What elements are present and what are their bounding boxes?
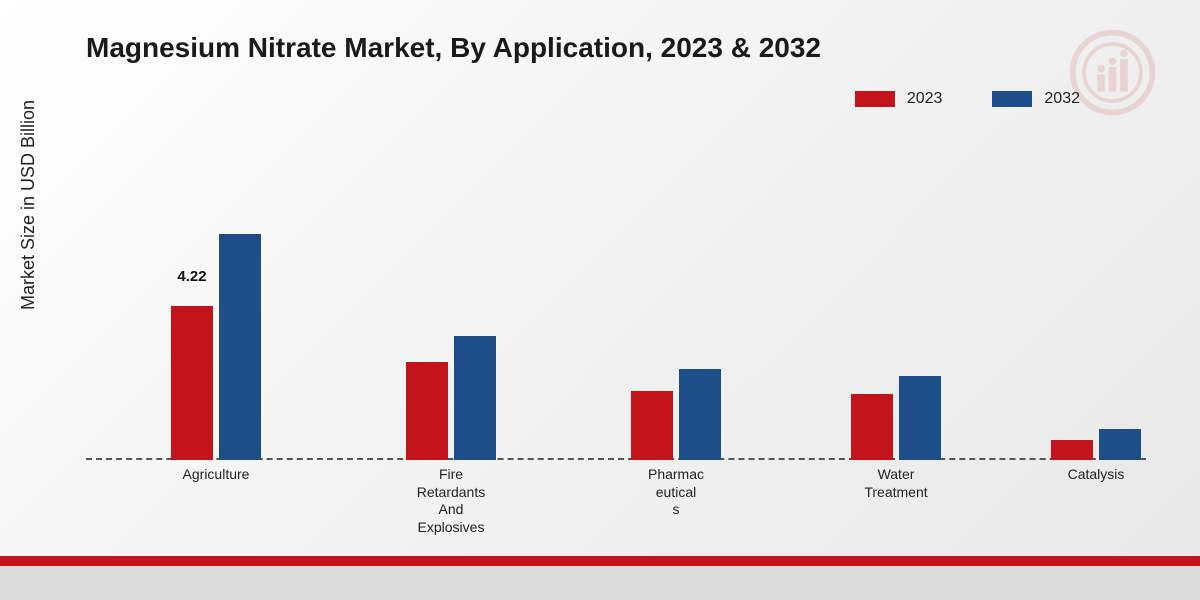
x-tick-label: Catalysis	[1036, 466, 1156, 484]
bar-2023	[406, 362, 448, 460]
bar-group	[1051, 429, 1141, 460]
legend-item-2032: 2032	[992, 90, 1080, 108]
x-axis-labels: Agriculture FireRetardantsAndExplosives Ph…	[86, 466, 1146, 536]
chart-title: Magnesium Nitrate Market, By Application…	[86, 32, 821, 64]
legend-swatch-2023	[855, 91, 895, 107]
bar-2032	[899, 376, 941, 460]
bar-2032	[679, 369, 721, 460]
legend-swatch-2032	[992, 91, 1032, 107]
bar-2032	[1099, 429, 1141, 460]
bar-group	[851, 376, 941, 460]
footer-bar	[0, 566, 1200, 600]
bar-2023	[631, 391, 673, 460]
y-axis-label: Market Size in USD Billion	[18, 100, 39, 310]
bar-value-label: 4.22	[177, 268, 206, 285]
bar-2032	[219, 234, 261, 460]
legend: 2023 2032	[855, 90, 1080, 108]
plot-area: 4.22	[86, 150, 1146, 460]
bar-2023	[851, 394, 893, 460]
legend-label-2032: 2032	[1044, 90, 1080, 108]
bar-2023	[171, 306, 213, 460]
legend-label-2023: 2023	[907, 90, 943, 108]
bar-group	[406, 336, 496, 460]
x-tick-label: WaterTreatment	[836, 466, 956, 501]
bar-group	[631, 369, 721, 460]
watermark-logo	[1065, 25, 1160, 125]
x-tick-label: Agriculture	[156, 466, 276, 484]
bar-2023	[1051, 440, 1093, 460]
x-tick-label: Pharmaceuticals	[616, 466, 736, 519]
legend-item-2023: 2023	[855, 90, 943, 108]
footer-accent-bar	[0, 556, 1200, 566]
x-tick-label: FireRetardantsAndExplosives	[391, 466, 511, 536]
bar-2032	[454, 336, 496, 460]
